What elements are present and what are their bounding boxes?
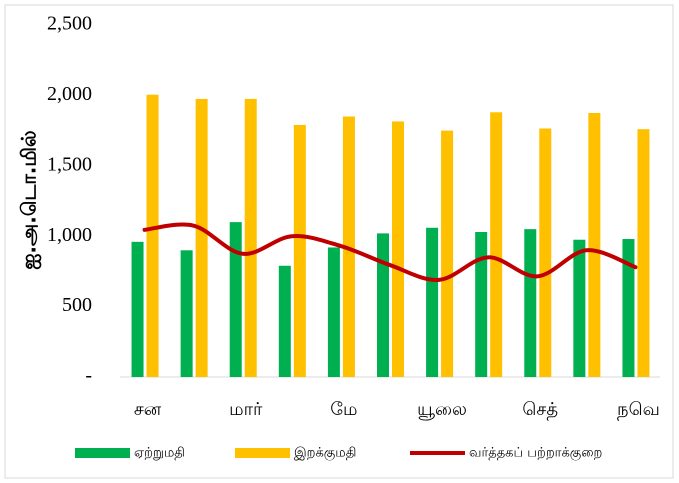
line	[142, 222, 638, 282]
chart-border	[4, 4, 674, 479]
legend-label: வர்த்தகப் பற்றாக்குறை	[469, 446, 602, 461]
bar	[327, 247, 340, 377]
y-tick-label: 500	[62, 294, 92, 316]
legend-swatch	[75, 448, 130, 458]
y-tick-label: -	[85, 365, 92, 387]
bar	[524, 229, 537, 377]
bar	[426, 227, 439, 377]
legend-label: ஏற்றுமதி	[134, 446, 185, 461]
y-tick-label: 2,500	[47, 13, 92, 35]
y-tick-label: 2,000	[47, 83, 92, 105]
x-tick-label: மார்	[229, 399, 263, 420]
legend-swatch	[235, 448, 290, 458]
y-axis-label: ஐ.அ.டொ.மில்	[17, 130, 41, 269]
bar	[195, 98, 208, 378]
bar	[573, 239, 586, 377]
bar	[637, 129, 650, 377]
bar	[293, 124, 306, 377]
x-tick-label: நவெ	[617, 399, 660, 421]
x-tick-label: மே	[330, 399, 357, 420]
bar	[377, 233, 389, 377]
x-tick-label: செத்	[522, 399, 558, 421]
bar	[441, 130, 454, 377]
x-tick-label: சன	[134, 399, 162, 420]
bar	[622, 239, 635, 377]
bar	[475, 231, 488, 377]
y-tick-label: 1,000	[47, 224, 92, 246]
bar	[229, 222, 242, 377]
bar	[131, 241, 144, 377]
legend-label: இறக்குமதி	[294, 446, 356, 461]
bar	[244, 98, 257, 378]
bar	[588, 113, 601, 377]
bar	[392, 121, 404, 377]
x-tick-label: யூலை	[417, 399, 467, 420]
bar	[180, 250, 193, 377]
bar	[278, 265, 291, 377]
bar	[490, 112, 503, 378]
bar	[539, 128, 552, 377]
y-tick-label: 1,500	[47, 153, 92, 175]
bar	[146, 94, 159, 378]
